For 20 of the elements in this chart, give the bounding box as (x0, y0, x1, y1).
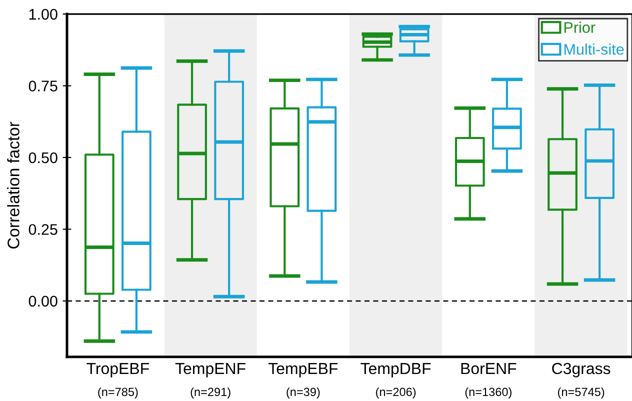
text: (n=39) (286, 387, 320, 398)
x-tick-label: TempDBF (360, 363, 431, 378)
text: (n=785) (98, 387, 138, 398)
y-tick-label: 0.25 (28, 224, 58, 235)
text: (n=5745) (558, 387, 604, 398)
y-tick-label: 0.00 (28, 296, 58, 307)
x-tick-label: TropEBF (86, 363, 149, 378)
text: (n=291) (190, 387, 230, 398)
text: (n=1360) (465, 387, 512, 398)
y-tick-label: 0.75 (28, 80, 58, 92)
text: (n=206) (376, 387, 416, 398)
legend-label: Multi-site (564, 44, 624, 55)
y-tick-label: 0.50 (28, 152, 58, 164)
y-axis-title: Correlation factor (7, 122, 20, 249)
x-tick-label: TempENF (175, 363, 246, 378)
x-tick-label: TempEBF (268, 363, 338, 378)
x-tick-label: C3grass (552, 362, 610, 378)
y-tick-label: 1.00 (29, 8, 58, 20)
legend-label: Prior (564, 22, 596, 33)
x-tick-label: BorENF (461, 363, 516, 374)
